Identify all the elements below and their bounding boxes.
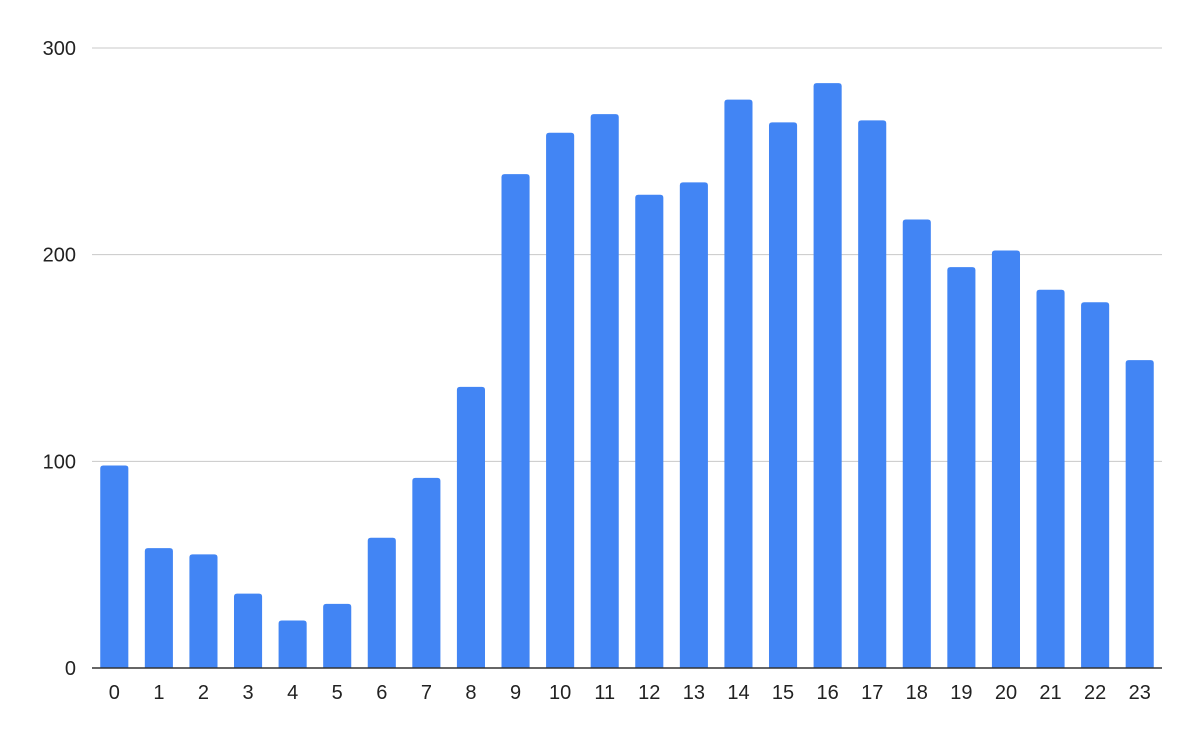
x-tick-label: 5 bbox=[332, 682, 343, 704]
x-tick-label: 3 bbox=[242, 682, 253, 704]
y-tick-label: 300 bbox=[43, 38, 76, 60]
bar-18[interactable] bbox=[902, 219, 931, 669]
bar-0[interactable] bbox=[100, 465, 129, 668]
x-tick-label: 0 bbox=[109, 682, 120, 704]
bar-2[interactable] bbox=[189, 554, 218, 668]
bar-17[interactable] bbox=[858, 120, 887, 669]
bar-16[interactable] bbox=[813, 83, 842, 669]
bar-6[interactable] bbox=[367, 537, 396, 668]
bar-20[interactable] bbox=[991, 250, 1021, 669]
bar-8[interactable] bbox=[456, 386, 486, 668]
x-tick-label: 17 bbox=[861, 682, 883, 704]
bar-15[interactable] bbox=[768, 122, 798, 668]
bars bbox=[100, 83, 1154, 669]
x-tick-label: 10 bbox=[549, 682, 571, 704]
bar-7[interactable] bbox=[412, 477, 441, 668]
y-tick-label: 0 bbox=[65, 658, 76, 680]
bar-11[interactable] bbox=[590, 114, 619, 669]
bar-5[interactable] bbox=[323, 603, 352, 668]
bar-3[interactable] bbox=[233, 593, 263, 668]
y-tick-label: 200 bbox=[43, 245, 76, 267]
bar-14[interactable] bbox=[724, 99, 753, 668]
x-tick-label: 11 bbox=[594, 682, 615, 704]
bar-22[interactable] bbox=[1081, 302, 1110, 668]
x-tick-label: 20 bbox=[995, 682, 1017, 704]
x-tick-label: 8 bbox=[465, 682, 476, 704]
x-tick-label: 2 bbox=[198, 682, 209, 704]
x-tick-label: 18 bbox=[906, 682, 928, 704]
bar-21[interactable] bbox=[1036, 289, 1065, 668]
bar-4[interactable] bbox=[278, 620, 307, 668]
x-tick-label: 12 bbox=[638, 682, 660, 704]
bar-23[interactable] bbox=[1125, 360, 1154, 668]
grid-lines bbox=[92, 47, 1162, 462]
y-tick-label: 100 bbox=[43, 451, 76, 473]
x-tick-label: 21 bbox=[1039, 682, 1061, 704]
bar-19[interactable] bbox=[947, 267, 976, 668]
x-tick-label: 13 bbox=[683, 682, 705, 704]
x-tick-label: 15 bbox=[772, 682, 794, 704]
bar-13[interactable] bbox=[679, 182, 708, 669]
x-tick-label: 22 bbox=[1084, 682, 1106, 704]
x-tick-label: 16 bbox=[817, 682, 839, 704]
bar-9[interactable] bbox=[501, 174, 530, 669]
bar-10[interactable] bbox=[546, 132, 575, 668]
x-tick-label: 6 bbox=[376, 682, 387, 704]
x-tick-label: 4 bbox=[287, 682, 298, 704]
y-tick-labels: 0 100 200 300 bbox=[43, 38, 76, 680]
x-tick-label: 9 bbox=[510, 682, 521, 704]
bar-12[interactable] bbox=[635, 194, 664, 668]
bar-1[interactable] bbox=[144, 548, 173, 668]
x-tick-label: 19 bbox=[950, 682, 972, 704]
x-tick-label: 7 bbox=[421, 682, 432, 704]
x-tick-label: 14 bbox=[727, 682, 749, 704]
x-tick-label: 23 bbox=[1129, 682, 1151, 704]
x-tick-label: 1 bbox=[153, 682, 164, 704]
x-tick-labels: 0 1 2 3 4 5 6 7 8 9 10 11 12 13 14 15 16 17 18 19 20 21 22 23 bbox=[109, 682, 1151, 704]
